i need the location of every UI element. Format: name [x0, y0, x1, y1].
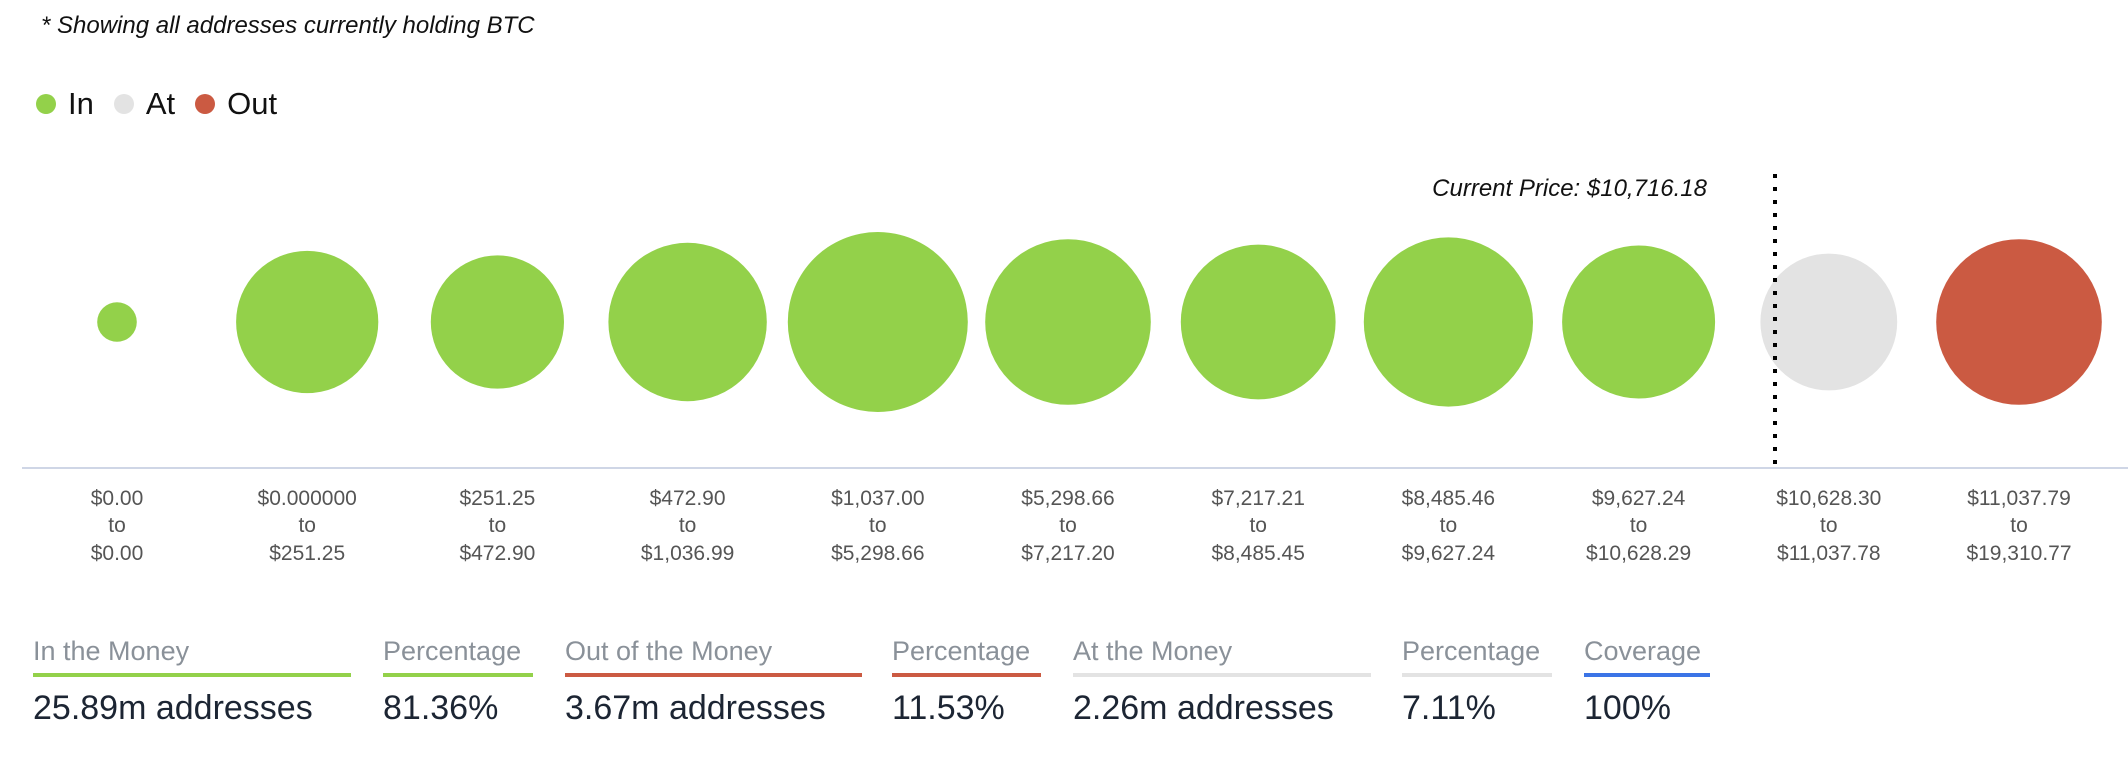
bin-label-text: $8,485.46 — [1402, 487, 1495, 510]
stat-label: Percentage — [892, 636, 1031, 666]
bin-label-text: to — [679, 514, 697, 537]
bin-label: $472.90 to $1,036.99 — [641, 487, 734, 565]
legend-dot-icon — [113, 94, 134, 114]
stat-value: 81.36% — [383, 689, 499, 727]
bin-label-text: $0.000000 — [258, 487, 357, 510]
bin-label: $11,037.79 to $19,310.77 — [1966, 487, 2071, 565]
bubble-at[interactable] — [1760, 253, 1898, 391]
holding-note: * Showing all addresses currently holdin… — [41, 12, 535, 39]
bubble-in[interactable] — [608, 242, 767, 402]
legend-label: In — [68, 86, 94, 121]
bin-label-text: $472.90 — [459, 542, 535, 565]
stat-value: 3.67m addresses — [565, 689, 826, 727]
stat-underline — [33, 673, 351, 677]
bin-label: $10,628.30 to $11,037.78 — [1776, 487, 1881, 565]
bin-label: $0.00 to $0.00 — [91, 487, 144, 565]
bin-label-text: $11,037.78 — [1777, 542, 1881, 565]
bin-label-text: $1,037.00 — [831, 487, 924, 510]
stat-out-of-the-money: Out of the Money 3.67m addresses — [565, 636, 862, 728]
bubble-chart: $0.00to$0.00$0.000000to$251.25$251.25to$… — [22, 174, 2128, 565]
stat-percentage: Percentage 11.53% — [892, 636, 1041, 728]
bin-label: $1,037.00 to $5,298.66 — [831, 487, 924, 565]
bin-label-text: $0.00 — [91, 487, 144, 510]
stat-in-the-money: In the Money 25.89m addresses — [33, 636, 351, 728]
stat-label: In the Money — [33, 636, 190, 666]
stat-value: 25.89m addresses — [33, 689, 313, 727]
bubble-out[interactable] — [1936, 239, 2102, 405]
bin-label-text: $251.25 — [459, 487, 535, 510]
current-price-label: Current Price: $10,716.18 — [1432, 175, 1707, 202]
bin-label: $5,298.66 to $7,217.20 — [1021, 487, 1114, 565]
bubble-in[interactable] — [236, 250, 379, 394]
bin-label-text: to — [1630, 514, 1648, 537]
stat-underline — [565, 673, 862, 677]
stat-label: At the Money — [1073, 636, 1233, 666]
bin-label-text: to — [2010, 514, 2028, 537]
legend-dot-icon — [195, 94, 216, 114]
stat-underline — [383, 673, 533, 677]
bubble-in[interactable] — [787, 232, 968, 412]
bin-label-text: $9,627.24 — [1402, 542, 1496, 565]
bin-label-text: $251.25 — [269, 542, 345, 565]
stat-value: 2.26m addresses — [1073, 689, 1334, 727]
bin-label-text: to — [108, 514, 126, 537]
bin-label-text: $8,485.45 — [1211, 542, 1304, 565]
legend-item-at[interactable]: At — [113, 86, 176, 122]
stat-label: Percentage — [1402, 636, 1541, 666]
legend-label: Out — [227, 86, 278, 121]
bin-label-text: to — [1059, 514, 1077, 537]
stat-percentage: Percentage 81.36% — [383, 636, 533, 728]
bin-label-text: $5,298.66 — [831, 542, 924, 565]
stat-label: Percentage — [383, 636, 522, 666]
stat-value: 100% — [1584, 689, 1671, 727]
stat-value: 7.11% — [1402, 689, 1496, 727]
bubble-in[interactable] — [430, 255, 564, 389]
stat-label: Out of the Money — [565, 636, 773, 666]
legend: In At Out — [36, 86, 297, 122]
bin-label-text: $1,036.99 — [641, 542, 734, 565]
bin-label-text: to — [489, 514, 507, 537]
bubble-in[interactable] — [1180, 244, 1336, 400]
bin-label-text: $11,037.79 — [1967, 487, 2071, 510]
stat-underline — [1073, 673, 1371, 677]
bin-label-text: to — [298, 514, 316, 537]
bubble-in[interactable] — [985, 239, 1151, 405]
bin-label-text: $0.00 — [91, 542, 144, 565]
stat-underline — [1584, 673, 1710, 677]
stat-underline — [892, 673, 1041, 677]
bin-label-text: to — [869, 514, 887, 537]
bin-label-text: $472.90 — [650, 487, 726, 510]
bin-label-text: $7,217.21 — [1211, 487, 1304, 510]
bubble-in[interactable] — [1363, 237, 1533, 407]
stat-at-the-money: At the Money 2.26m addresses — [1073, 636, 1371, 728]
legend-dot-icon — [36, 94, 56, 114]
stat-coverage: Coverage 100% — [1584, 636, 1710, 728]
bin-label: $9,627.24 to $10,628.29 — [1586, 487, 1691, 565]
bin-label-text: $9,627.24 — [1592, 487, 1686, 510]
bin-label-text: $7,217.20 — [1021, 542, 1114, 565]
bin-label-text: $5,298.66 — [1021, 487, 1114, 510]
bin-label-text: $10,628.30 — [1776, 487, 1881, 510]
stat-label: Coverage — [1584, 636, 1702, 666]
bin-label-text: to — [1820, 514, 1838, 537]
bin-label: $251.25 to $472.90 — [459, 487, 535, 565]
stat-underline — [1402, 673, 1552, 677]
bin-label-text: $19,310.77 — [1966, 542, 2071, 565]
legend-item-out[interactable]: Out — [195, 86, 277, 122]
legend-item-in[interactable]: In — [36, 86, 94, 122]
bin-label-text: to — [1249, 514, 1267, 537]
bin-label-text: $10,628.29 — [1586, 542, 1691, 565]
bin-label: $7,217.21 to $8,485.45 — [1211, 487, 1304, 565]
legend-label: At — [145, 86, 176, 121]
stat-percentage: Percentage 7.11% — [1402, 636, 1552, 728]
bin-label: $0.000000 to $251.25 — [258, 487, 357, 565]
bin-label: $8,485.46 to $9,627.24 — [1402, 487, 1496, 565]
bin-label-text: to — [1440, 514, 1458, 537]
stat-value: 11.53% — [892, 689, 1005, 727]
bubble-in[interactable] — [97, 302, 137, 342]
bubble-in[interactable] — [1562, 245, 1716, 399]
